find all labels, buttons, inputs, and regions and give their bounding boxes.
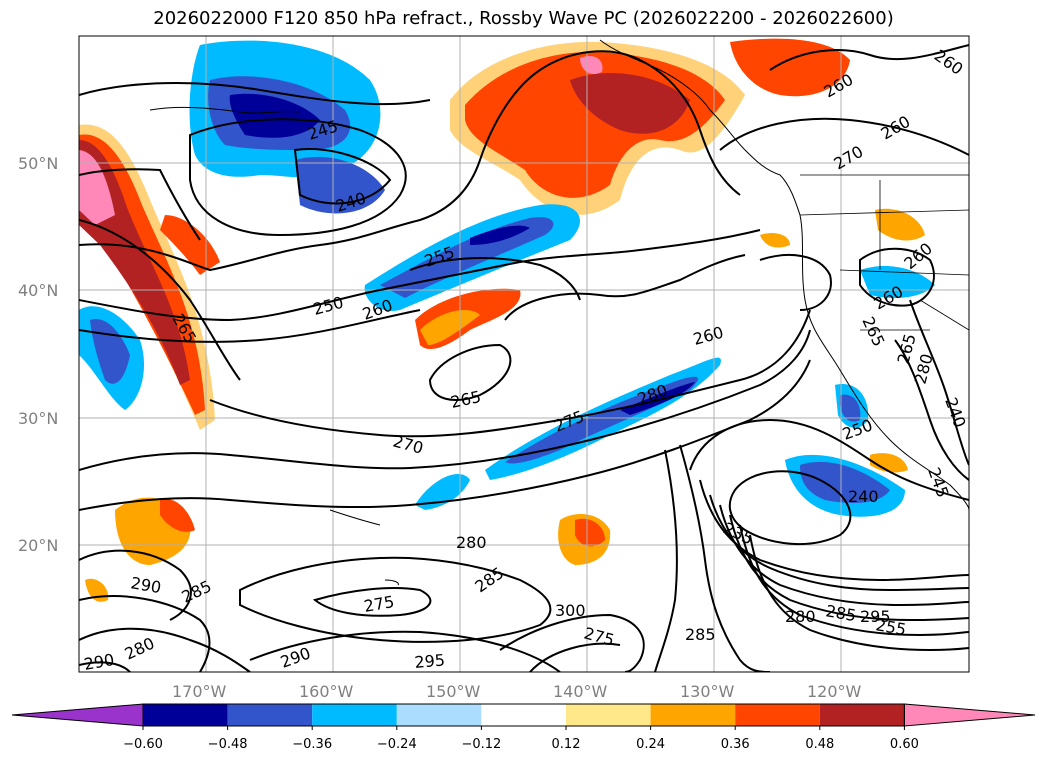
- lon-label-160w: 160°W: [299, 682, 354, 701]
- colorbar-tick-label: −0.60: [123, 737, 163, 752]
- contour-label: 300: [555, 601, 586, 620]
- contour-label: 285: [685, 625, 716, 644]
- colorbar-tick-label: −0.12: [461, 737, 501, 752]
- colorbar-segment: [566, 704, 651, 726]
- colorbar-tick-label: −0.48: [208, 737, 248, 752]
- colorbar-extend-low: [11, 703, 144, 727]
- contour-label: 295: [414, 650, 446, 672]
- colorbar-frame: [142, 703, 905, 727]
- contour-label: 280: [785, 607, 816, 626]
- colorbar-segment: [312, 704, 397, 726]
- colorbar-tick-label: 0.36: [721, 737, 750, 752]
- colorbar-tick-label: −0.36: [292, 737, 332, 752]
- colorbar: −0.60 −0.48 −0.36 −0.24 −0.12 0.12 0.24 0.36 0.4…: [11, 703, 1036, 752]
- colorbar-tick-label: 0.12: [552, 737, 581, 752]
- lat-label-40n: 40°N: [18, 281, 58, 300]
- lat-label-30n: 30°N: [18, 409, 58, 428]
- colorbar-segment: [650, 704, 736, 726]
- colorbar-tick-label: 0.60: [890, 737, 919, 752]
- graticule: [79, 36, 969, 672]
- lat-label-50n: 50°N: [18, 154, 58, 173]
- lon-label-140w: 140°W: [553, 682, 608, 701]
- anomaly-shading: [79, 38, 935, 602]
- colorbar-tick-label: 0.24: [636, 737, 665, 752]
- colorbar-segment: [143, 704, 228, 726]
- contours: [79, 44, 969, 672]
- colorbar-segment: [481, 704, 566, 726]
- lon-label-150w: 150°W: [426, 682, 481, 701]
- colorbar-segment: [819, 704, 905, 726]
- chart-title: 2026022000 F120 850 hPa refract., Rossby…: [153, 8, 894, 29]
- contour-label: 290: [82, 650, 115, 674]
- contour-label: 280: [456, 533, 487, 552]
- contour-label: 240: [848, 487, 879, 506]
- lon-label-120w: 120°W: [807, 682, 862, 701]
- plot-border: [78, 35, 970, 673]
- lat-label-20n: 20°N: [18, 536, 58, 555]
- colorbar-segment: [735, 704, 820, 726]
- colorbar-tick-label: −0.24: [377, 737, 417, 752]
- colorbar-segment: [396, 704, 482, 726]
- contour-label: 295: [860, 607, 891, 626]
- longitude-labels: 170°W 160°W 150°W 140°W 130°W 120°W: [172, 682, 862, 701]
- colorbar-segment: [227, 704, 313, 726]
- colorbar-tick-label: 0.48: [805, 737, 834, 752]
- colorbar-extend-high: [903, 703, 1036, 727]
- lon-label-130w: 130°W: [680, 682, 735, 701]
- lon-label-170w: 170°W: [172, 682, 227, 701]
- latitude-labels: 50°N 40°N 30°N 20°N: [18, 154, 58, 555]
- coastlines: [149, 39, 969, 586]
